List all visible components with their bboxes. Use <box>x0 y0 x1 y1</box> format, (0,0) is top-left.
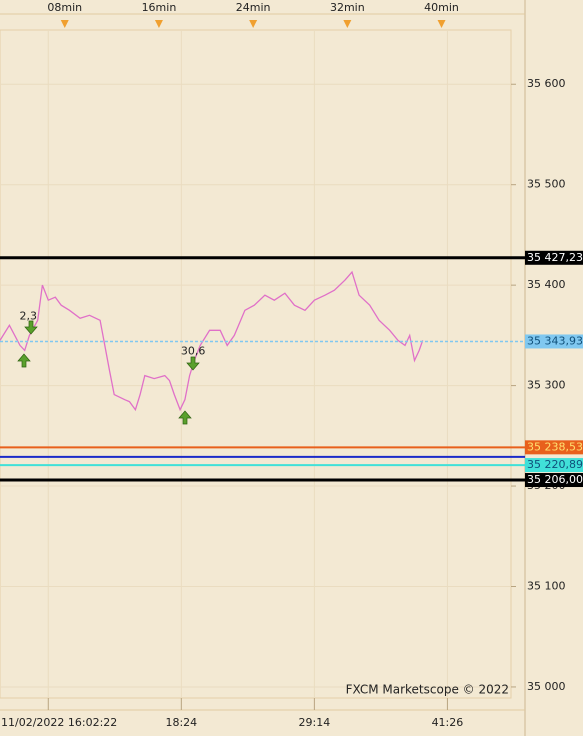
x-tick <box>437 20 446 28</box>
x-tick-label: 32min <box>330 1 365 14</box>
sell-arrow <box>24 320 38 335</box>
level-label-box <box>525 334 583 349</box>
y-tick-label: 35 000 <box>527 680 566 693</box>
y-tick-label: 35 100 <box>527 579 566 592</box>
x-tick <box>60 20 69 28</box>
plot-area <box>0 29 512 699</box>
buy-arrow <box>178 410 192 425</box>
x-tick-label: 41:26 <box>432 716 464 729</box>
x-tick-label: 11/02/2022 16:02:22 <box>1 716 117 729</box>
footer: FXCM Marketscope © 2022 <box>346 683 509 697</box>
x-tick <box>343 20 352 28</box>
x-tick <box>249 20 258 28</box>
annotation: 2,3 <box>20 309 38 322</box>
y-tick-label: 35 500 <box>527 178 566 191</box>
level-label-box <box>525 440 583 455</box>
x-tick-label: 16min <box>142 1 177 14</box>
level-label: 35 238,53 <box>527 440 583 453</box>
y-tick-label: 35 600 <box>527 77 566 90</box>
level-label: 35 206,00 <box>527 473 583 486</box>
level-label: 35 343,93 <box>527 334 583 347</box>
level-label-box <box>525 473 583 488</box>
y-tick-label: 35 400 <box>527 278 566 291</box>
x-tick-label: 18:24 <box>165 716 197 729</box>
sell-arrow <box>186 356 200 371</box>
x-tick-label: 24min <box>236 1 271 14</box>
price-line <box>0 270 424 412</box>
buy-arrow <box>17 353 31 368</box>
x-tick-label: 40min <box>424 1 459 14</box>
signal-arrows <box>17 320 200 425</box>
level-label: 35 220,89 <box>527 458 583 471</box>
x-tick-label: 29:14 <box>299 716 331 729</box>
x-tick <box>154 20 163 28</box>
annotation: 30,6 <box>181 344 206 357</box>
level-label-box <box>525 458 583 473</box>
y-tick-label: 35 300 <box>527 379 566 392</box>
x-tick-label: 08min <box>47 1 82 14</box>
level-label: 35 427,23 <box>527 251 583 264</box>
level-label-box <box>525 250 583 265</box>
